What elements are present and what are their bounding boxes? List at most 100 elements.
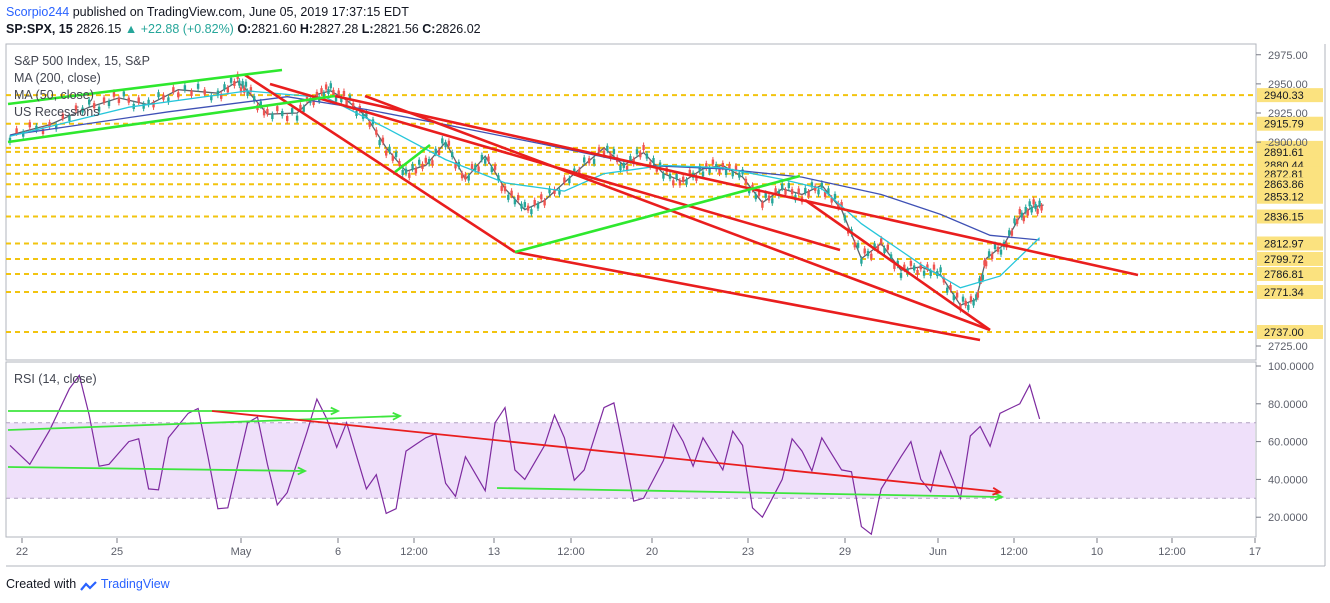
price-candle-body <box>976 292 980 298</box>
price-candle-body <box>510 190 513 196</box>
high-label: H: <box>299 22 314 36</box>
price-candle-body <box>147 99 150 105</box>
price-candle-body <box>253 96 256 102</box>
price-candle-body <box>68 115 71 121</box>
price-candle-body <box>642 144 645 150</box>
price-candle-body <box>978 278 981 284</box>
price-candle-body <box>365 111 368 117</box>
price-candle-body <box>249 87 253 93</box>
price-candle-body <box>342 91 346 97</box>
price-candle-body <box>1020 212 1023 218</box>
created-with-text: Created with <box>6 577 77 591</box>
price-candle-body <box>972 300 975 306</box>
price-candle-body <box>97 106 101 112</box>
price-candle-body <box>375 129 378 135</box>
rsi-green-arrow <box>496 487 1003 498</box>
price-candle-body <box>421 163 424 169</box>
price-candle-body <box>434 148 437 154</box>
price-candle-body <box>1028 201 1031 207</box>
price-candle-body <box>987 251 991 257</box>
time-axis-label: 6 <box>335 546 341 558</box>
rsi-green-arrow-head <box>392 411 403 421</box>
price-candle-body <box>162 94 165 100</box>
change-value: ▲ +22.88 (+0.82%) <box>124 22 234 36</box>
price-candle-body <box>315 91 319 97</box>
low-value: 2821.56 <box>373 22 419 36</box>
price-candle-body <box>290 108 294 114</box>
published-text: published on TradingView.com, June 05, 2… <box>69 5 409 19</box>
price-candle-body <box>233 80 236 86</box>
price-candle-body <box>404 168 408 174</box>
price-candle-body <box>578 169 581 175</box>
price-candle-body <box>332 89 335 95</box>
rsi-green-arrow-head <box>330 406 341 416</box>
rsi-green-arrow <box>7 466 306 472</box>
time-axis-label: May <box>231 546 252 558</box>
price-candle-body <box>497 175 500 181</box>
price-candle-body <box>137 97 140 103</box>
price-candle-body <box>543 200 546 206</box>
time-axis-label: 13 <box>488 546 500 558</box>
price-candle-body <box>1036 208 1039 214</box>
price-candle-body <box>810 182 814 188</box>
price-candle-body <box>833 193 837 199</box>
legend-recessions: US Recessions <box>14 105 100 119</box>
legend-title: S&P 500 Index, 15, S&P <box>14 54 150 68</box>
price-candle-body <box>266 109 269 115</box>
price-candle-body <box>777 191 781 197</box>
tradingview-brand-link[interactable]: TradingView <box>100 577 170 591</box>
price-candle-body <box>685 179 688 185</box>
price-candle-body <box>490 167 493 173</box>
price-candle-body <box>142 103 145 109</box>
price-candle-body <box>299 104 302 110</box>
price-candle-body <box>913 265 916 271</box>
price-candle-body <box>244 81 248 87</box>
time-axis-label: 12:00 <box>400 546 428 558</box>
price-level-label: 2812.97 <box>1264 239 1304 251</box>
price-level-label: 2771.34 <box>1264 287 1304 299</box>
price-candle-body <box>724 169 728 175</box>
price-candle-body <box>767 195 771 201</box>
price-candle-body <box>705 163 708 169</box>
price-candle-body <box>896 260 899 266</box>
price-candle-body <box>92 103 96 109</box>
price-candle-body <box>1015 218 1019 224</box>
rsi-red-arrow-head <box>992 487 1003 496</box>
price-level-label: 2863.86 <box>1264 179 1304 191</box>
time-axis-label: 10 <box>1091 546 1103 558</box>
legend-ma200: MA (200, close) <box>14 71 101 85</box>
price-candle-body <box>969 296 973 302</box>
low-label: L: <box>361 22 374 36</box>
price-candle-body <box>203 89 206 95</box>
rsi-green-arrow-head <box>994 492 1005 502</box>
price-candle-body <box>883 248 886 254</box>
price-candle-body <box>88 99 91 105</box>
price-candle-body <box>340 97 343 103</box>
price-candle-body <box>583 157 586 163</box>
price-candle-body <box>1034 204 1037 210</box>
author-link[interactable]: Scorpio244 <box>6 5 70 19</box>
price-candle-body <box>61 113 64 119</box>
legend-ma50: MA (50, close) <box>14 88 94 102</box>
price-candle-body <box>728 164 731 170</box>
price-candle-body <box>639 152 642 158</box>
price-level-tag <box>1257 88 1323 103</box>
price-candle-body <box>573 168 576 174</box>
price-candle-body <box>695 175 698 181</box>
price-candle-body <box>757 190 761 196</box>
price-level-label: 2940.33 <box>1264 90 1304 102</box>
price-candle-body <box>886 244 889 250</box>
price-candle-body <box>530 209 533 215</box>
price-candle-body <box>322 92 326 98</box>
price-candle-body <box>223 84 226 90</box>
footer: Created with TradingView <box>6 577 170 591</box>
price-candle-body <box>533 199 536 205</box>
price-candle-body <box>477 166 480 172</box>
price-candle-body <box>305 96 309 102</box>
price-candle-body <box>238 80 241 86</box>
rsi-pane-layer <box>6 374 1256 536</box>
price-axis-label: 2925.00 <box>1268 108 1308 120</box>
price-candle-body <box>764 192 767 198</box>
price-candle-body <box>441 138 444 144</box>
